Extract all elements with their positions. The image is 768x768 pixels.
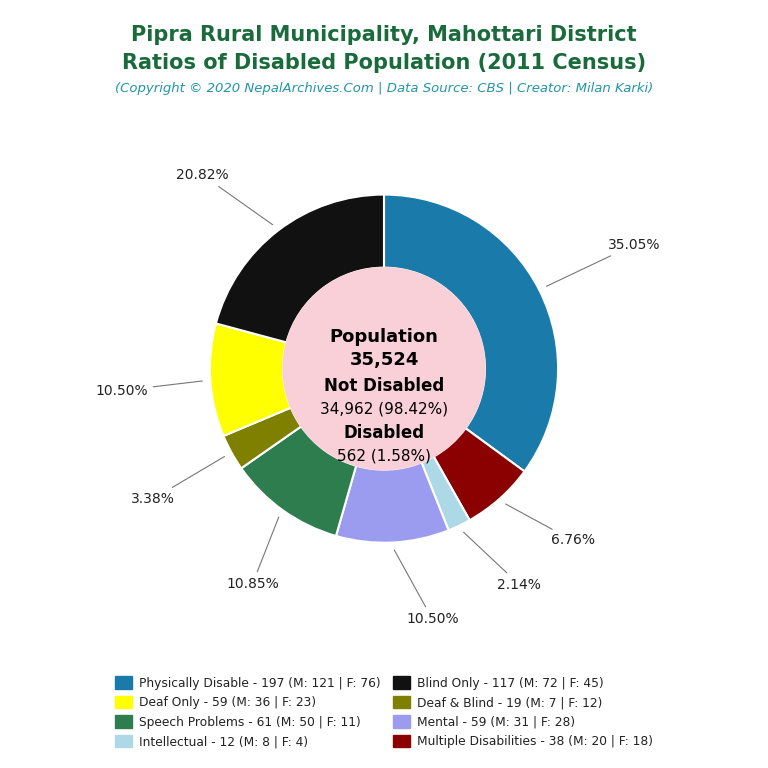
Text: 10.85%: 10.85% [226, 517, 279, 591]
Wedge shape [210, 323, 291, 436]
Text: 6.76%: 6.76% [505, 504, 594, 548]
Legend: Physically Disable - 197 (M: 121 | F: 76), Deaf Only - 59 (M: 36 | F: 23), Speec: Physically Disable - 197 (M: 121 | F: 76… [108, 670, 660, 754]
Text: 35,524: 35,524 [349, 351, 419, 369]
Wedge shape [241, 426, 356, 536]
Text: 10.50%: 10.50% [394, 550, 458, 626]
Text: Pipra Rural Municipality, Mahottari District: Pipra Rural Municipality, Mahottari Dist… [131, 25, 637, 45]
Text: Ratios of Disabled Population (2011 Census): Ratios of Disabled Population (2011 Cens… [122, 53, 646, 73]
Wedge shape [384, 194, 558, 472]
Text: 2.14%: 2.14% [464, 532, 541, 591]
Wedge shape [434, 429, 525, 520]
Text: Not Disabled: Not Disabled [324, 377, 444, 395]
Text: 3.38%: 3.38% [131, 456, 224, 505]
Wedge shape [216, 194, 384, 343]
Text: 20.82%: 20.82% [177, 168, 273, 225]
Wedge shape [223, 408, 301, 468]
Wedge shape [422, 456, 469, 530]
Text: 35.05%: 35.05% [546, 238, 660, 286]
Wedge shape [336, 462, 449, 543]
Text: 34,962 (98.42%): 34,962 (98.42%) [320, 401, 448, 416]
Text: (Copyright © 2020 NepalArchives.Com | Data Source: CBS | Creator: Milan Karki): (Copyright © 2020 NepalArchives.Com | Da… [115, 82, 653, 94]
Text: Population: Population [329, 328, 439, 346]
Text: 10.50%: 10.50% [95, 381, 202, 398]
Text: Disabled: Disabled [343, 424, 425, 442]
Circle shape [283, 268, 485, 469]
Text: 562 (1.58%): 562 (1.58%) [337, 449, 431, 463]
